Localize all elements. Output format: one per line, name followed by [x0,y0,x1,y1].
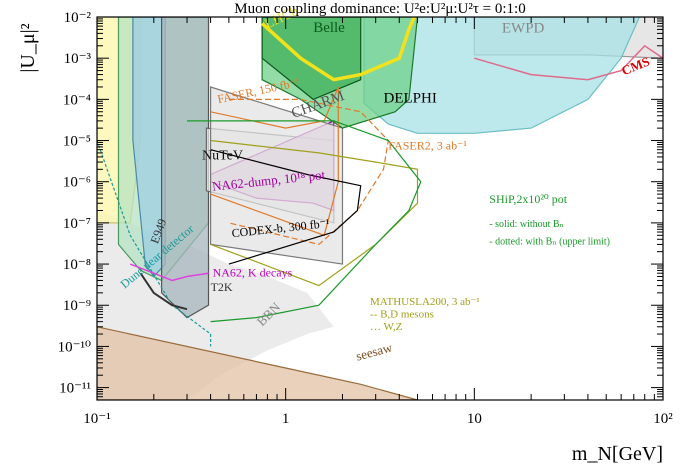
annotation-faser2-3-ab: FASER2, 3 ab⁻¹ [388,139,467,153]
line-faser2-3-ab [228,98,389,246]
annotation-belle: Belle [313,20,345,36]
annotation-delphi: DELPHI [384,90,437,106]
annotation-t2k: T2K [211,280,233,294]
y-tick-label: 10⁻⁶ [63,175,91,191]
annotation-ewpd: EWPD [502,21,545,37]
y-tick-label: 10⁻⁸ [63,257,91,273]
plot-frame [96,16,664,401]
annotation-dotted-with-b-upper-limit: - dotted: with Bₙ (upper limit) [489,236,610,247]
line-lhcb [260,17,416,82]
y-tick-label: 10⁻⁷ [63,216,91,232]
annotation-w-z: … W,Z [370,321,403,333]
y-tick-label: 10⁻⁴ [63,92,91,108]
x-tick-label: 10² [653,411,673,427]
y-tick-label: 10⁻² [64,10,92,26]
annotation-solid-without-b: - solid: without Bₙ [489,219,564,230]
annotation-seesaw: seesaw [354,339,394,363]
line-codex-b-300-fb [210,149,362,265]
chart-title: Muon coupling dominance: U²e:U²μ:U²τ = 0… [234,1,525,17]
region-kek [132,17,166,278]
y-tick-label: 10⁻¹¹ [59,381,91,397]
annotation-na62-k-decays: NA62, K decays [213,266,293,280]
region-t2k [161,17,210,319]
y-tick-label: 10⁻¹⁰ [58,339,91,355]
y-tick-label: 10⁻⁵ [63,134,91,150]
x-axis-label: m_N[GeV] [572,443,663,465]
line-e949-boundary [139,272,188,311]
regions-layer [97,17,663,400]
y-axis-label: |U_μ|² [17,23,39,72]
annotation-mathusla200-3-ab: MATHUSLA200, 3 ab⁻¹ [370,296,480,308]
annotation-nutev: NuTeV [202,148,243,163]
x-tick-label: 10 [467,411,482,427]
y-tick-label: 10⁻⁹ [63,298,91,314]
x-tick-label: 10⁻¹ [83,411,110,427]
lines-layer [97,17,663,347]
line-na62-k-decays [129,263,209,282]
y-tick-label: 10⁻³ [64,51,92,67]
region-bbn [97,140,334,400]
line-cms [474,44,663,81]
region-charm [210,86,344,265]
annotation-cms: CMS [619,54,651,79]
x-tick-label: 1 [282,411,290,427]
annotation-ship-2x10-pot: SHiP,2x10²⁰ pot [489,192,567,206]
line-mathusla200-3-ab [210,139,419,287]
region-seesaw [97,326,418,400]
ticks-layer: 10⁻¹ 1 10 10² 10⁻² 10⁻³ 10⁻⁴ 10⁻⁵ 10⁻⁶ 10⁻⁷ 10⁻⁸ 10… [58,10,674,427]
line-ship-2x10-pot [187,120,422,323]
annotation-b-d-mesons: -- B,D mesons [370,309,434,321]
